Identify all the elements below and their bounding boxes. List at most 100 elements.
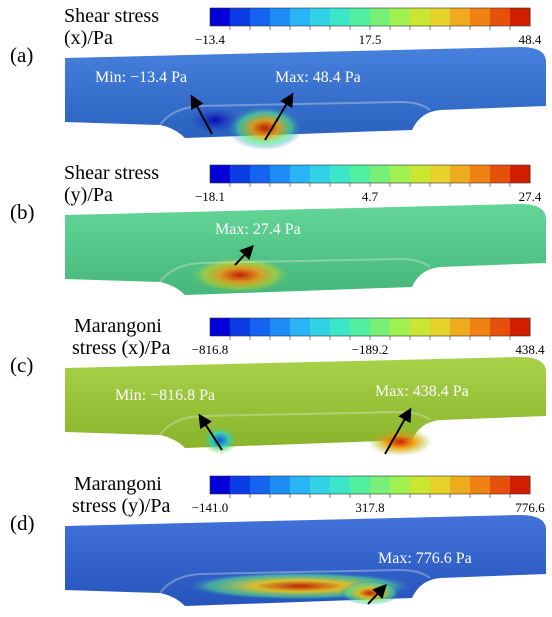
colorbar-tick-label: −141.0 [192, 500, 229, 515]
colorbar-cell [290, 318, 311, 336]
panel-label: (d) [10, 511, 35, 535]
colorbar-cell [490, 8, 511, 26]
surface-shade [65, 47, 546, 138]
colorbar-tick-label: 27.4 [519, 189, 542, 204]
colorbar-cell [510, 476, 531, 494]
colorbar-cell [450, 8, 471, 26]
panel-label: (b) [10, 200, 35, 224]
colorbar-cell [510, 8, 531, 26]
colorbar-cell [230, 318, 251, 336]
colorbar-cell [350, 165, 371, 183]
colorbar-cell [250, 165, 271, 183]
colorbar-cell [510, 318, 531, 336]
colorbar-cell [230, 165, 251, 183]
colorbar-cell [290, 476, 311, 494]
colorbar-cell [410, 165, 431, 183]
colorbar-cell [370, 165, 391, 183]
colorbar-tick-label: −816.8 [192, 342, 229, 357]
colorbar-cell [350, 318, 371, 336]
colorbar-cell [450, 476, 471, 494]
annotation-arrow [234, 244, 254, 266]
colorbar-cell [490, 165, 511, 183]
colorbar-cell [430, 476, 451, 494]
colorbar-cell [490, 318, 511, 336]
colorbar-cell [430, 318, 451, 336]
colorbar-cell [270, 8, 291, 26]
colorbar-cell [470, 476, 491, 494]
colorbar-title: (y)/Pa [64, 184, 113, 206]
panel-label: (c) [10, 353, 33, 377]
colorbar-cell [310, 165, 331, 183]
colorbar-cell [330, 476, 351, 494]
annotation-arrow [384, 407, 412, 455]
colorbar-cell [470, 318, 491, 336]
colorbar-cell [430, 165, 451, 183]
surface-shade [65, 515, 546, 606]
colorbar-cell [390, 476, 411, 494]
colorbar-cell [510, 165, 531, 183]
colorbar-cell [210, 476, 231, 494]
colorbar-cell [210, 165, 231, 183]
colorbar-title: (x)/Pa [64, 27, 113, 49]
colorbar-cell [270, 476, 291, 494]
colorbar-title: stress (x)/Pa [72, 337, 170, 359]
annotation: Max: 27.4 Pa [215, 221, 301, 238]
colorbar-cell [330, 318, 351, 336]
colorbar-cell [470, 8, 491, 26]
colorbar-tick-label: −189.2 [352, 342, 389, 357]
colorbar-cell [430, 8, 451, 26]
panel: (b) Shear stress(y)/Pa −18.1 4.7 27.4 Max: 27… [10, 162, 546, 295]
colorbar-cell [470, 165, 491, 183]
colorbar-title: Shear stress [64, 162, 159, 184]
colorbar-tick-label: −13.4 [195, 32, 226, 47]
colorbar-tick-label: 776.6 [515, 500, 545, 515]
annotation: Max: 438.4 Pa [375, 383, 469, 400]
colorbar-tick-label: 4.7 [362, 189, 379, 204]
colorbar-cell [210, 8, 231, 26]
colorbar-title: Marangoni [74, 315, 162, 337]
colorbar-cell [370, 318, 391, 336]
colorbar-title: Marangoni [74, 473, 162, 495]
colorbar-cell [350, 8, 371, 26]
colorbar-cell [210, 318, 231, 336]
colorbar-cell [310, 476, 331, 494]
annotation-arrow [190, 94, 213, 135]
colorbar-cell [330, 8, 351, 26]
annotation-arrow [264, 92, 294, 141]
colorbar-cell [410, 8, 431, 26]
colorbar-cell [390, 165, 411, 183]
colorbar-title: stress (y)/Pa [72, 495, 170, 517]
annotation: Min: −13.4 Pa [95, 69, 187, 86]
colorbar-cell [410, 318, 431, 336]
colorbar-cell [370, 8, 391, 26]
surface-shade [65, 357, 546, 448]
colorbar-cell [290, 8, 311, 26]
colorbar-cell [490, 476, 511, 494]
colorbar-cell [250, 8, 271, 26]
colorbar-tick-label: 17.5 [359, 32, 382, 47]
colorbar-tick-label: −18.1 [195, 189, 225, 204]
colorbar-cell [310, 8, 331, 26]
colorbar-cell [330, 165, 351, 183]
colorbar-cell [350, 476, 371, 494]
colorbar-cell [250, 476, 271, 494]
colorbar-cell [290, 165, 311, 183]
annotation: Max: 776.6 Pa [378, 550, 472, 567]
colorbar-tick-label: 438.4 [515, 342, 545, 357]
colorbar-cell [390, 8, 411, 26]
annotation: Max: 48.4 Pa [275, 69, 361, 86]
colorbar-cell [270, 165, 291, 183]
annotation-arrow [367, 583, 387, 605]
colorbar-tick-label: 48.4 [519, 32, 542, 47]
colorbar-cell [310, 318, 331, 336]
colorbar-title: Shear stress [64, 5, 159, 27]
annotation: Min: −816.8 Pa [115, 387, 215, 404]
colorbar-cell [230, 8, 251, 26]
panel: (a) Shear stress(x)/Pa −13.4 17.5 48.4 Min: −… [10, 5, 546, 150]
annotation-arrow [198, 413, 223, 451]
colorbar-cell [450, 165, 471, 183]
colorbar-cell [270, 318, 291, 336]
